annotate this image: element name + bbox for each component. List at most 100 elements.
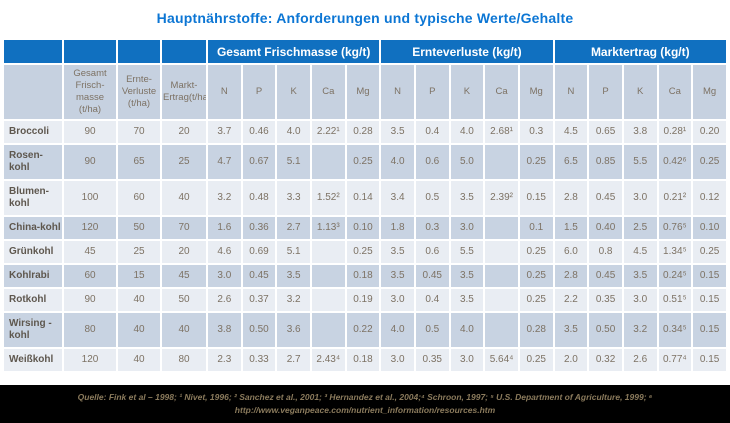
value-cell: 3.4 xyxy=(381,181,414,215)
value-cell: 15 xyxy=(118,265,160,287)
value-cell: 0.28 xyxy=(519,313,553,347)
value-cell: 6.5 xyxy=(554,145,588,179)
group-header-ernteverluste: Ernteverluste (kg/t) xyxy=(381,40,553,63)
value-cell: 0.10 xyxy=(346,217,380,239)
row-label: Rotkohl xyxy=(4,289,62,311)
value-cell: 0.25 xyxy=(519,145,553,179)
value-cell: 3.0 xyxy=(208,265,241,287)
value-cell: 20 xyxy=(162,121,206,143)
row-label: Blumen-kohl xyxy=(4,181,62,215)
group-header-gesamt-frischmasse: Gesamt Frischmasse (kg/t) xyxy=(208,40,380,63)
value-cell: 3.2 xyxy=(623,313,657,347)
value-cell: 25 xyxy=(162,145,206,179)
value-cell: 0.45 xyxy=(415,265,449,287)
value-cell: 0.15 xyxy=(693,289,726,311)
table-row: Grünkohl 45 25 20 4.6 0.69 5.1 0.25 3.5 0.6 5.5 0.2… xyxy=(4,241,726,263)
table-row: Wirsing - kohl 80 40 40 3.8 0.50 3.6 0.22 4.0 0.5… xyxy=(4,313,726,347)
value-cell xyxy=(311,313,345,347)
value-cell: 0.67 xyxy=(242,145,276,179)
value-cell: 0.20 xyxy=(693,121,726,143)
value-cell: 3.5 xyxy=(381,241,414,263)
table-row: Broccoli 90 70 20 3.7 0.46 4.0 2.22¹ 0.28 3.5 0.4 4… xyxy=(4,121,726,143)
value-cell: 4.0 xyxy=(450,313,484,347)
value-cell: 0.3 xyxy=(415,217,449,239)
row-label: China-kohl xyxy=(4,217,62,239)
value-cell xyxy=(485,217,518,239)
col-header-k: K xyxy=(277,65,310,119)
value-cell: 3.5 xyxy=(450,181,484,215)
value-cell xyxy=(311,289,345,311)
value-cell: 90 xyxy=(64,289,116,311)
value-cell: 0.35 xyxy=(415,349,449,371)
value-cell: 0.45 xyxy=(589,265,622,287)
value-cell: 40 xyxy=(118,349,160,371)
value-cell: 0.25 xyxy=(519,241,553,263)
col-header-mg: Mg xyxy=(519,65,553,119)
value-cell: 2.7 xyxy=(277,349,310,371)
value-cell: 0.1 xyxy=(519,217,553,239)
value-cell: 0.5 xyxy=(415,181,449,215)
value-cell: 3.0 xyxy=(381,349,414,371)
value-cell: 4.5 xyxy=(623,241,657,263)
corner-cell xyxy=(162,40,206,63)
value-cell: 3.6 xyxy=(277,313,310,347)
value-cell: 4.7 xyxy=(208,145,241,179)
value-cell: 4.0 xyxy=(277,121,310,143)
value-cell: 25 xyxy=(118,241,160,263)
value-cell: 50 xyxy=(118,217,160,239)
value-cell: 90 xyxy=(64,121,116,143)
corner-cell xyxy=(64,40,116,63)
row-label: Grünkohl xyxy=(4,241,62,263)
value-cell: 40 xyxy=(162,181,206,215)
value-cell: 4.6 xyxy=(208,241,241,263)
value-cell: 0.51⁵ xyxy=(658,289,692,311)
value-cell: 20 xyxy=(162,241,206,263)
value-cell xyxy=(485,145,518,179)
value-cell: 0.22 xyxy=(346,313,380,347)
col-header-n: N xyxy=(381,65,414,119)
value-cell: 3.0 xyxy=(381,289,414,311)
value-cell: 3.8 xyxy=(623,121,657,143)
value-cell xyxy=(485,313,518,347)
value-cell: 0.32 xyxy=(589,349,622,371)
value-cell: 5.64⁴ xyxy=(485,349,518,371)
value-cell: 0.25 xyxy=(346,145,380,179)
value-cell: 2.43⁴ xyxy=(311,349,345,371)
value-cell xyxy=(311,265,345,287)
value-cell: 0.50 xyxy=(242,313,276,347)
col-header-ca: Ca xyxy=(311,65,345,119)
corner-cell xyxy=(4,40,62,63)
value-cell: 1.13³ xyxy=(311,217,345,239)
source-note: Quelle: Fink et al – 1998; ¹ Nivet, 1996… xyxy=(77,392,653,415)
page-title: Hauptnährstoffe: Anforderungen und typis… xyxy=(156,10,574,26)
value-cell: 0.15 xyxy=(693,265,726,287)
col-header-gesamt-frischmasse-tha: Gesamt Frisch-masse (t/ha) xyxy=(64,65,116,119)
value-cell: 0.77⁴ xyxy=(658,349,692,371)
value-cell: 1.52² xyxy=(311,181,345,215)
value-cell: 40 xyxy=(118,313,160,347)
value-cell: 3.5 xyxy=(277,265,310,287)
value-cell: 0.76⁵ xyxy=(658,217,692,239)
value-cell: 65 xyxy=(118,145,160,179)
value-cell: 5.1 xyxy=(277,145,310,179)
value-cell: 3.3 xyxy=(277,181,310,215)
value-cell: 3.0 xyxy=(450,217,484,239)
value-cell: 2.5 xyxy=(623,217,657,239)
col-header-ernte-verluste-tha: Ernte-Verluste (t/ha) xyxy=(118,65,160,119)
col-header-mg: Mg xyxy=(346,65,380,119)
value-cell: 6.0 xyxy=(554,241,588,263)
value-cell: 0.5 xyxy=(415,313,449,347)
col-header-mg: Mg xyxy=(693,65,726,119)
value-cell: 4.0 xyxy=(450,121,484,143)
value-cell: 3.0 xyxy=(623,289,657,311)
value-cell: 50 xyxy=(162,289,206,311)
value-cell: 0.34⁵ xyxy=(658,313,692,347)
value-cell: 0.48 xyxy=(242,181,276,215)
col-header-k: K xyxy=(623,65,657,119)
value-cell: 1.6 xyxy=(208,217,241,239)
table-row: Rotkohl 90 40 50 2.6 0.37 3.2 0.19 3.0 0.4 3.5 0.25… xyxy=(4,289,726,311)
value-cell xyxy=(485,289,518,311)
value-cell: 0.25 xyxy=(346,241,380,263)
col-header-p: P xyxy=(589,65,622,119)
